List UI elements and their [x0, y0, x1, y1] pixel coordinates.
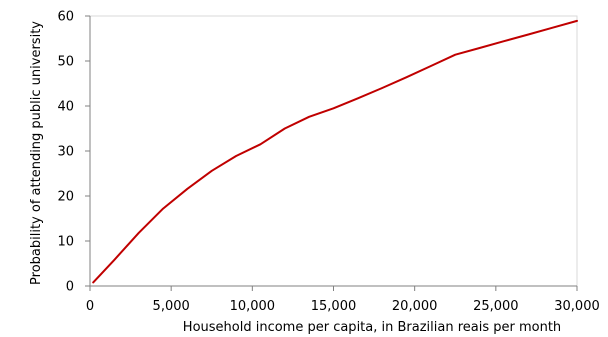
- plot-border: [89, 15, 578, 287]
- series-group: [92, 19, 578, 284]
- x-axis-title: Household income per capita, in Brazilia…: [183, 320, 561, 335]
- y-tick-label: 10: [57, 235, 74, 250]
- y-axis-title: Probability of attending public universi…: [29, 21, 44, 285]
- y-tick-label: 30: [57, 145, 74, 160]
- y-tick-label: 0: [66, 280, 74, 295]
- y-tick-label: 50: [57, 55, 74, 70]
- x-tick-label: 0: [86, 299, 94, 314]
- plot-area: [89, 15, 578, 287]
- y-tick-label: 60: [57, 10, 74, 25]
- x-axis: 0 5,000 10,000 15,000 20,000 25,000 30,000: [86, 285, 600, 314]
- x-tick-label: 10,000: [230, 299, 276, 314]
- y-tick-label: 20: [57, 190, 74, 205]
- x-tick-label: 15,000: [311, 299, 357, 314]
- x-tick-label: 5,000: [153, 299, 190, 314]
- x-tick-label: 30,000: [554, 299, 600, 314]
- x-tick-label: 25,000: [473, 299, 519, 314]
- y-axis: 0 10 20 30 40 50 60: [57, 10, 91, 295]
- series-line-0: [92, 19, 578, 284]
- y-tick-label: 40: [57, 100, 74, 115]
- x-tick-label: 20,000: [392, 299, 438, 314]
